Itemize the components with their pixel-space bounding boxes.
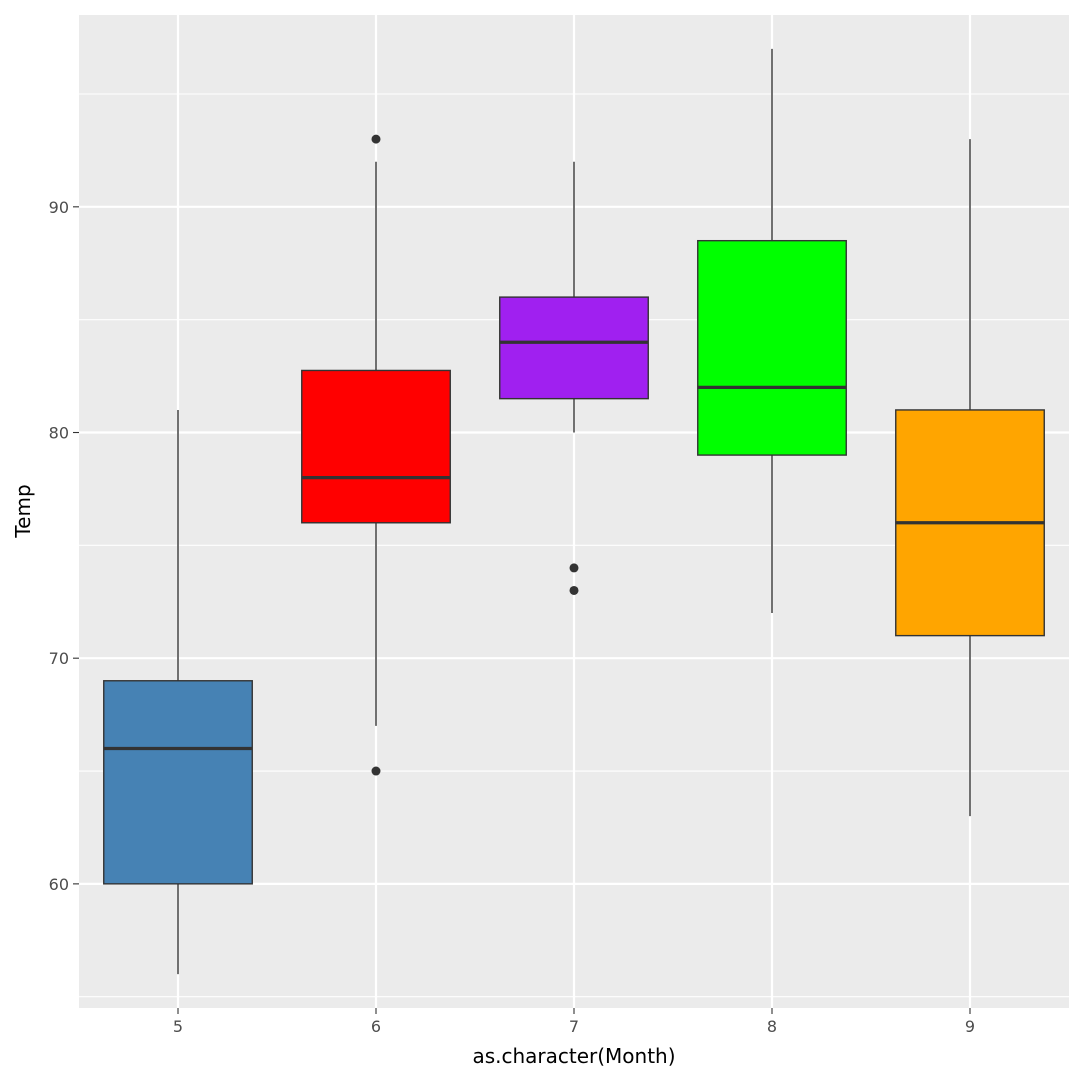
box (697, 239, 847, 456)
outlier-point (569, 563, 579, 573)
y-tick-label: 90 (49, 198, 69, 217)
x-axis-ticks: 5 6 7 8 9 (173, 1008, 975, 1036)
y-axis-title: Temp (11, 484, 35, 538)
y-tick-label: 60 (49, 875, 69, 894)
x-tick-label: 9 (965, 1017, 975, 1036)
box-group-7 (499, 161, 649, 595)
box (103, 680, 253, 885)
x-axis-title: as.character(Month) (472, 1044, 675, 1068)
box-group-9 (895, 139, 1045, 817)
outlier-point (371, 134, 381, 144)
outlier-point (569, 585, 579, 595)
y-tick-label: 70 (49, 649, 69, 668)
box-group-6 (301, 134, 451, 776)
x-tick-label: 8 (767, 1017, 777, 1036)
x-tick-label: 7 (569, 1017, 579, 1036)
box (499, 296, 649, 400)
x-tick-label: 6 (371, 1017, 381, 1036)
y-axis-ticks: 60 70 80 90 (49, 198, 79, 894)
boxes (103, 48, 1045, 975)
x-tick-label: 5 (173, 1017, 183, 1036)
box-group-5 (103, 409, 253, 975)
y-tick-label: 80 (49, 424, 69, 443)
box (301, 369, 451, 524)
box-group-8 (697, 48, 847, 614)
outlier-point (371, 766, 381, 776)
